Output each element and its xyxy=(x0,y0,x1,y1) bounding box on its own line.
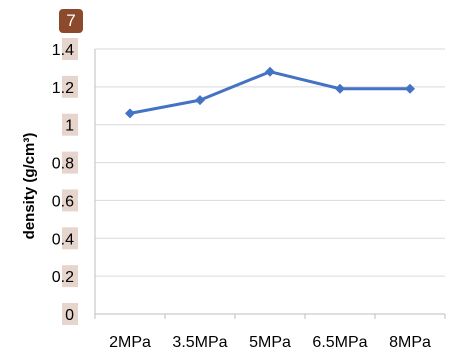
x-tick-label: 6.5MPa xyxy=(312,334,367,351)
data-point xyxy=(405,83,415,94)
y-tick-label: 0.2 xyxy=(52,269,74,286)
y-tick-label: 1 xyxy=(65,118,74,135)
y-tick-label-highlights xyxy=(62,38,78,325)
x-tick-label: 5MPa xyxy=(249,334,291,351)
x-tick-label: 3.5MPa xyxy=(172,334,227,351)
y-tick-highlight xyxy=(62,113,78,136)
y-tick-highlight xyxy=(62,265,78,288)
y-tick-labels: 0 0.2 0.4 0.6 0.8 1 1.2 1.4 xyxy=(52,42,74,324)
y-tick-label: 0.8 xyxy=(52,156,74,173)
figure-badge: 7 xyxy=(59,9,83,33)
axes xyxy=(94,49,446,319)
y-tick-highlight xyxy=(62,151,78,174)
series-line xyxy=(129,70,410,115)
data-point xyxy=(125,108,135,119)
data-point xyxy=(195,95,205,106)
data-point xyxy=(265,66,275,77)
gridlines xyxy=(95,48,445,277)
y-tick-highlight xyxy=(62,75,78,98)
y-tick-highlight xyxy=(62,38,78,60)
data-point xyxy=(335,83,345,94)
y-tick-highlight xyxy=(62,303,78,325)
y-tick-highlight xyxy=(62,189,78,212)
y-axis-label: density (g/cm³) xyxy=(21,133,38,240)
y-tick-label: 0.4 xyxy=(52,231,74,248)
y-tick-label: 1.2 xyxy=(52,80,74,97)
x-tick-labels: 2MPa 3.5MPa 5MPa 6.5MPa 8MPa xyxy=(109,334,431,351)
x-tick-label: 2MPa xyxy=(109,334,151,351)
y-tick-label: 1.4 xyxy=(52,42,74,59)
y-tick-highlight xyxy=(62,227,78,250)
series-group xyxy=(125,66,415,119)
y-tick-label: 0.6 xyxy=(52,193,74,210)
x-tick-label: 8MPa xyxy=(389,334,431,351)
y-tick-label: 0 xyxy=(65,307,74,324)
